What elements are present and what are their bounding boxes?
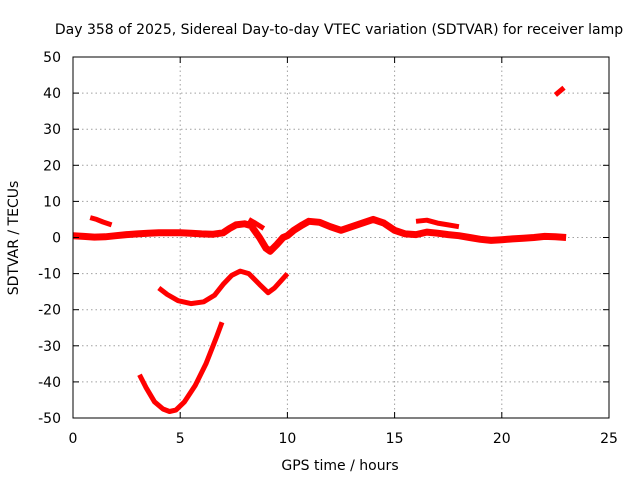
y-tick-label: 20 (43, 158, 61, 174)
series-hump-upper (247, 217, 266, 231)
chart-title: Day 358 of 2025, Sidereal Day-to-day VTE… (55, 22, 623, 38)
series-dip-minus-18 (157, 268, 290, 307)
y-tick-label: -40 (38, 375, 61, 391)
x-tick-label: 10 (278, 431, 296, 447)
y-tick-label: 30 (43, 122, 61, 138)
y-tick-label: 0 (52, 231, 61, 247)
x-tick-label: 20 (493, 431, 511, 447)
y-tick-label: 10 (43, 194, 61, 210)
series-main-band (72, 215, 567, 255)
y-tick-label: -30 (38, 339, 61, 355)
y-tick-label: -50 (38, 411, 61, 427)
series-outlier-40 (553, 85, 566, 97)
x-tick-label: 15 (386, 431, 404, 447)
x-tick-label: 25 (600, 431, 618, 447)
y-tick-label: -10 (38, 267, 61, 283)
series-dip-minus-48 (137, 321, 225, 414)
series-layer (72, 85, 567, 414)
y-tick-label: 50 (43, 50, 61, 66)
x-axis-label: GPS time / hours (281, 458, 398, 474)
y-tick-label: -20 (38, 303, 61, 319)
y-tick-label: 40 (43, 86, 61, 102)
y-axis-label: SDTVAR / TECUs (6, 181, 22, 296)
series-hump-right (415, 217, 460, 230)
series-short-segment (89, 215, 113, 228)
x-tick-label: 0 (69, 431, 78, 447)
tick-layer: 0 5 10 15 20 25 -50 -40 -30 -20 -10 0 10 20 30 40 50 (38, 50, 618, 447)
x-tick-label: 5 (176, 431, 185, 447)
